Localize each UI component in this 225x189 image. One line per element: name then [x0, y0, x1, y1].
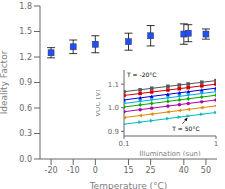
svg-text:50: 50 [201, 166, 211, 175]
svg-text:0.9: 0.9 [108, 128, 119, 136]
svg-text:0.0: 0.0 [19, 155, 32, 164]
svg-text:T = 50°C: T = 50°C [171, 125, 199, 132]
svg-text:1.1: 1.1 [108, 81, 119, 89]
html-text:T = -20°C: T = -20°C [127, 71, 157, 78]
svg-text:Ideality Factor: Ideality Factor [8, 50, 9, 114]
svg-text:0.1: 0.1 [118, 140, 129, 148]
svg-text:0.3: 0.3 [19, 129, 32, 138]
svg-text:0.6: 0.6 [19, 104, 32, 113]
svg-text:1.2: 1.2 [19, 53, 32, 62]
svg-text:1.0: 1.0 [108, 104, 119, 112]
svg-text:-20: -20 [45, 166, 58, 175]
svg-text:0: 0 [93, 166, 98, 175]
svg-text:0.9: 0.9 [19, 78, 32, 87]
svg-text:1.8: 1.8 [19, 2, 32, 11]
svg-text:VOC (V): VOC (V) [96, 89, 102, 117]
svg-text:15: 15 [123, 166, 133, 175]
svg-text:1.5: 1.5 [19, 27, 32, 36]
svg-text:-10: -10 [67, 166, 80, 175]
svg-text:40: 40 [179, 166, 189, 175]
svg-text:25: 25 [146, 166, 156, 175]
svg-text:Illumination (sun): Illumination (sun) [139, 150, 201, 156]
svg-text:Temperature (°C): Temperature (°C) [89, 181, 168, 189]
svg-text:1: 1 [214, 140, 217, 148]
